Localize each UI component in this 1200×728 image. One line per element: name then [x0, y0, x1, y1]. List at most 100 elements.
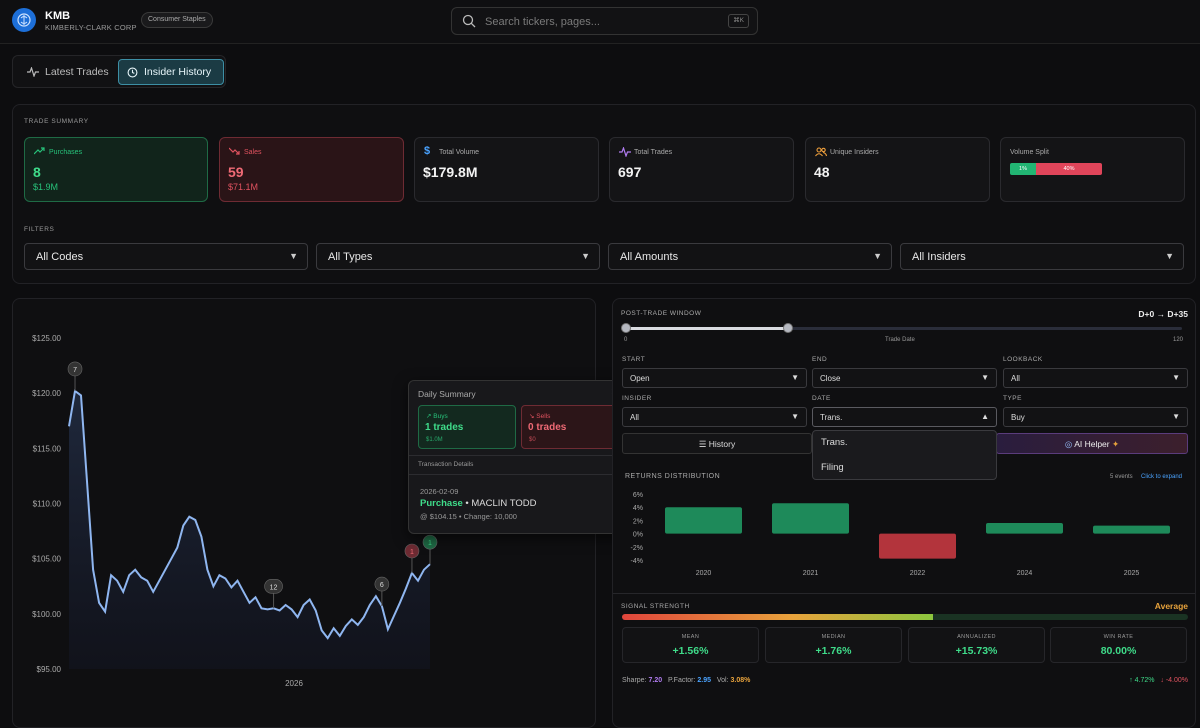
trade-marker[interactable] — [264, 579, 283, 594]
y-tick-label: $110.00 — [33, 500, 62, 509]
trade-marker[interactable] — [67, 361, 83, 377]
insiders-filter[interactable]: All Insiders ▼ — [900, 243, 1184, 270]
types-filter[interactable]: All Types ▼ — [316, 243, 600, 270]
post-trade-range: D+0 → D+35 — [1138, 309, 1188, 319]
trend-down-icon — [229, 147, 240, 155]
users-icon — [815, 147, 827, 157]
signal-strength-bar — [622, 614, 1188, 620]
trade-marker[interactable] — [422, 534, 438, 550]
price-chart[interactable]: $125.00 $120.00 $115.00 $110.00 $105.00 $100.… — [0, 298, 600, 713]
win-rate-value: 80.00% — [1100, 645, 1137, 657]
purchases-card[interactable]: Purchases 8 $1.9M — [24, 137, 208, 202]
signal-strength-title: SIGNAL STRENGTH — [621, 603, 690, 610]
date-select[interactable]: Trans. ▲ — [812, 407, 997, 427]
buys-amount: $1.0M — [426, 437, 443, 443]
slider-start-handle[interactable] — [621, 323, 631, 333]
dollar-icon: $ — [424, 145, 431, 157]
tab-insider-history[interactable]: Insider History — [118, 59, 224, 85]
y-tick-label: $120.00 — [32, 389, 61, 398]
trade-marker-label: 1 — [410, 549, 414, 556]
y-tick-label: $125.00 — [32, 334, 61, 343]
median-label: MEDIAN — [821, 634, 846, 640]
sharpe-value: 7.20 — [648, 677, 663, 684]
returns-chart[interactable]: 6% 4% 2% 0% -2% -4% 2020 2021 2022 2024 2025 — [618, 482, 1190, 582]
risk-metrics: Sharpe: 7.20 P.Factor: 2.95 Vol: 3.08% — [622, 677, 750, 684]
return-bar[interactable] — [986, 523, 1063, 534]
brain-logo-icon — [12, 8, 36, 32]
sells-amount: $0 — [529, 437, 536, 443]
chevron-down-icon: ▼ — [1172, 412, 1180, 421]
signal-level: Average — [1154, 601, 1188, 611]
chevron-up-icon: ▲ — [981, 412, 989, 421]
slider-min-label: 0 — [624, 337, 628, 343]
slider-end-handle[interactable] — [783, 323, 794, 333]
type-select[interactable]: Buy ▼ — [1003, 407, 1188, 427]
lookback-select[interactable]: All ▼ — [1003, 368, 1188, 388]
post-trade-title: POST-TRADE WINDOW — [621, 310, 702, 317]
chevron-down-icon: ▼ — [873, 251, 882, 261]
vol-value: 3.08% — [730, 677, 751, 684]
tab-latest-trades[interactable]: Latest Trades — [19, 59, 119, 85]
trend-up-icon — [34, 147, 45, 155]
sector-badge: Consumer Staples — [141, 12, 213, 28]
y-tick-label: -2% — [631, 545, 643, 552]
y-tick-label: 0% — [633, 532, 643, 539]
history-button[interactable]: ☰ History — [622, 433, 812, 454]
y-tick-label: 6% — [633, 492, 643, 499]
tab-latest-trades-label: Latest Trades — [45, 66, 109, 78]
amounts-filter[interactable]: All Amounts ▼ — [608, 243, 892, 270]
date-option-trans[interactable]: Trans. — [821, 437, 848, 448]
chevron-down-icon: ▼ — [791, 373, 799, 382]
date-label: DATE — [812, 395, 831, 402]
trade-marker[interactable] — [374, 576, 390, 592]
end-select[interactable]: Close ▼ — [812, 368, 997, 388]
buys-label: ↗ Buys — [426, 413, 448, 420]
end-select-value: Close — [820, 374, 841, 383]
ai-helper-button[interactable]: ◎ AI Helper ✦ — [996, 433, 1188, 454]
sales-card[interactable]: Sales 59 $71.1M — [219, 137, 404, 202]
pfactor-value: 2.95 — [697, 677, 712, 684]
insider-select-value: All — [630, 413, 639, 422]
x-tick-label: 2025 — [1124, 570, 1140, 577]
volume-split-sell: 40% — [1036, 163, 1102, 175]
trade-marker-label: 6 — [380, 582, 384, 589]
return-range: ↑ 4.72% ↓ -4.00% — [1129, 677, 1188, 684]
return-bar[interactable] — [772, 503, 849, 534]
mean-value: +1.56% — [672, 645, 709, 657]
sells-label: ↘ Sells — [529, 413, 551, 420]
total-volume-card: $ Total Volume $179.8M — [414, 137, 599, 202]
chevron-down-icon: ▼ — [1165, 251, 1174, 261]
return-bar[interactable] — [879, 533, 956, 559]
y-tick-label: $105.00 — [32, 555, 61, 564]
median-value: +1.76% — [815, 645, 852, 657]
sells-value: 0 trades — [528, 422, 567, 433]
post-trade-slider[interactable] — [621, 323, 1182, 333]
start-select[interactable]: Open ▼ — [622, 368, 807, 388]
codes-filter[interactable]: All Codes ▼ — [24, 243, 308, 270]
y-tick-label: 2% — [633, 518, 643, 525]
slider-mid-label: Trade Date — [885, 337, 915, 343]
purchases-count: 8 — [33, 164, 41, 180]
unique-insiders-value: 48 — [814, 164, 830, 180]
sales-count: 59 — [228, 164, 244, 180]
trade-summary-title: TRADE SUMMARY — [24, 118, 89, 125]
search-placeholder: Search tickers, pages... — [485, 16, 600, 28]
divider — [613, 593, 1195, 594]
pulse-icon — [619, 147, 631, 157]
insider-select[interactable]: All ▼ — [622, 407, 807, 427]
max-return: ↑ 4.72% — [1129, 677, 1155, 684]
expand-link[interactable]: Click to expand — [1141, 474, 1183, 480]
company-name: KIMBERLY-CLARK CORP — [45, 23, 137, 32]
search-input[interactable]: Search tickers, pages... ⌘K — [451, 7, 758, 35]
transaction-meta: @ $104.15 • Change: 10,000 — [420, 512, 517, 521]
ai-icon: ◎ — [1064, 439, 1073, 449]
mean-stat: MEAN +1.56% — [622, 627, 759, 663]
activity-icon — [27, 67, 39, 77]
date-option-filing[interactable]: Filing — [821, 462, 844, 473]
return-bar[interactable] — [665, 507, 742, 534]
return-bar[interactable] — [1093, 525, 1170, 534]
transaction-date: 2026-02-09 — [420, 487, 459, 496]
trade-marker[interactable] — [404, 543, 420, 559]
min-return: ↓ -4.00% — [1160, 677, 1188, 684]
transaction-type: Purchase — [420, 498, 463, 509]
